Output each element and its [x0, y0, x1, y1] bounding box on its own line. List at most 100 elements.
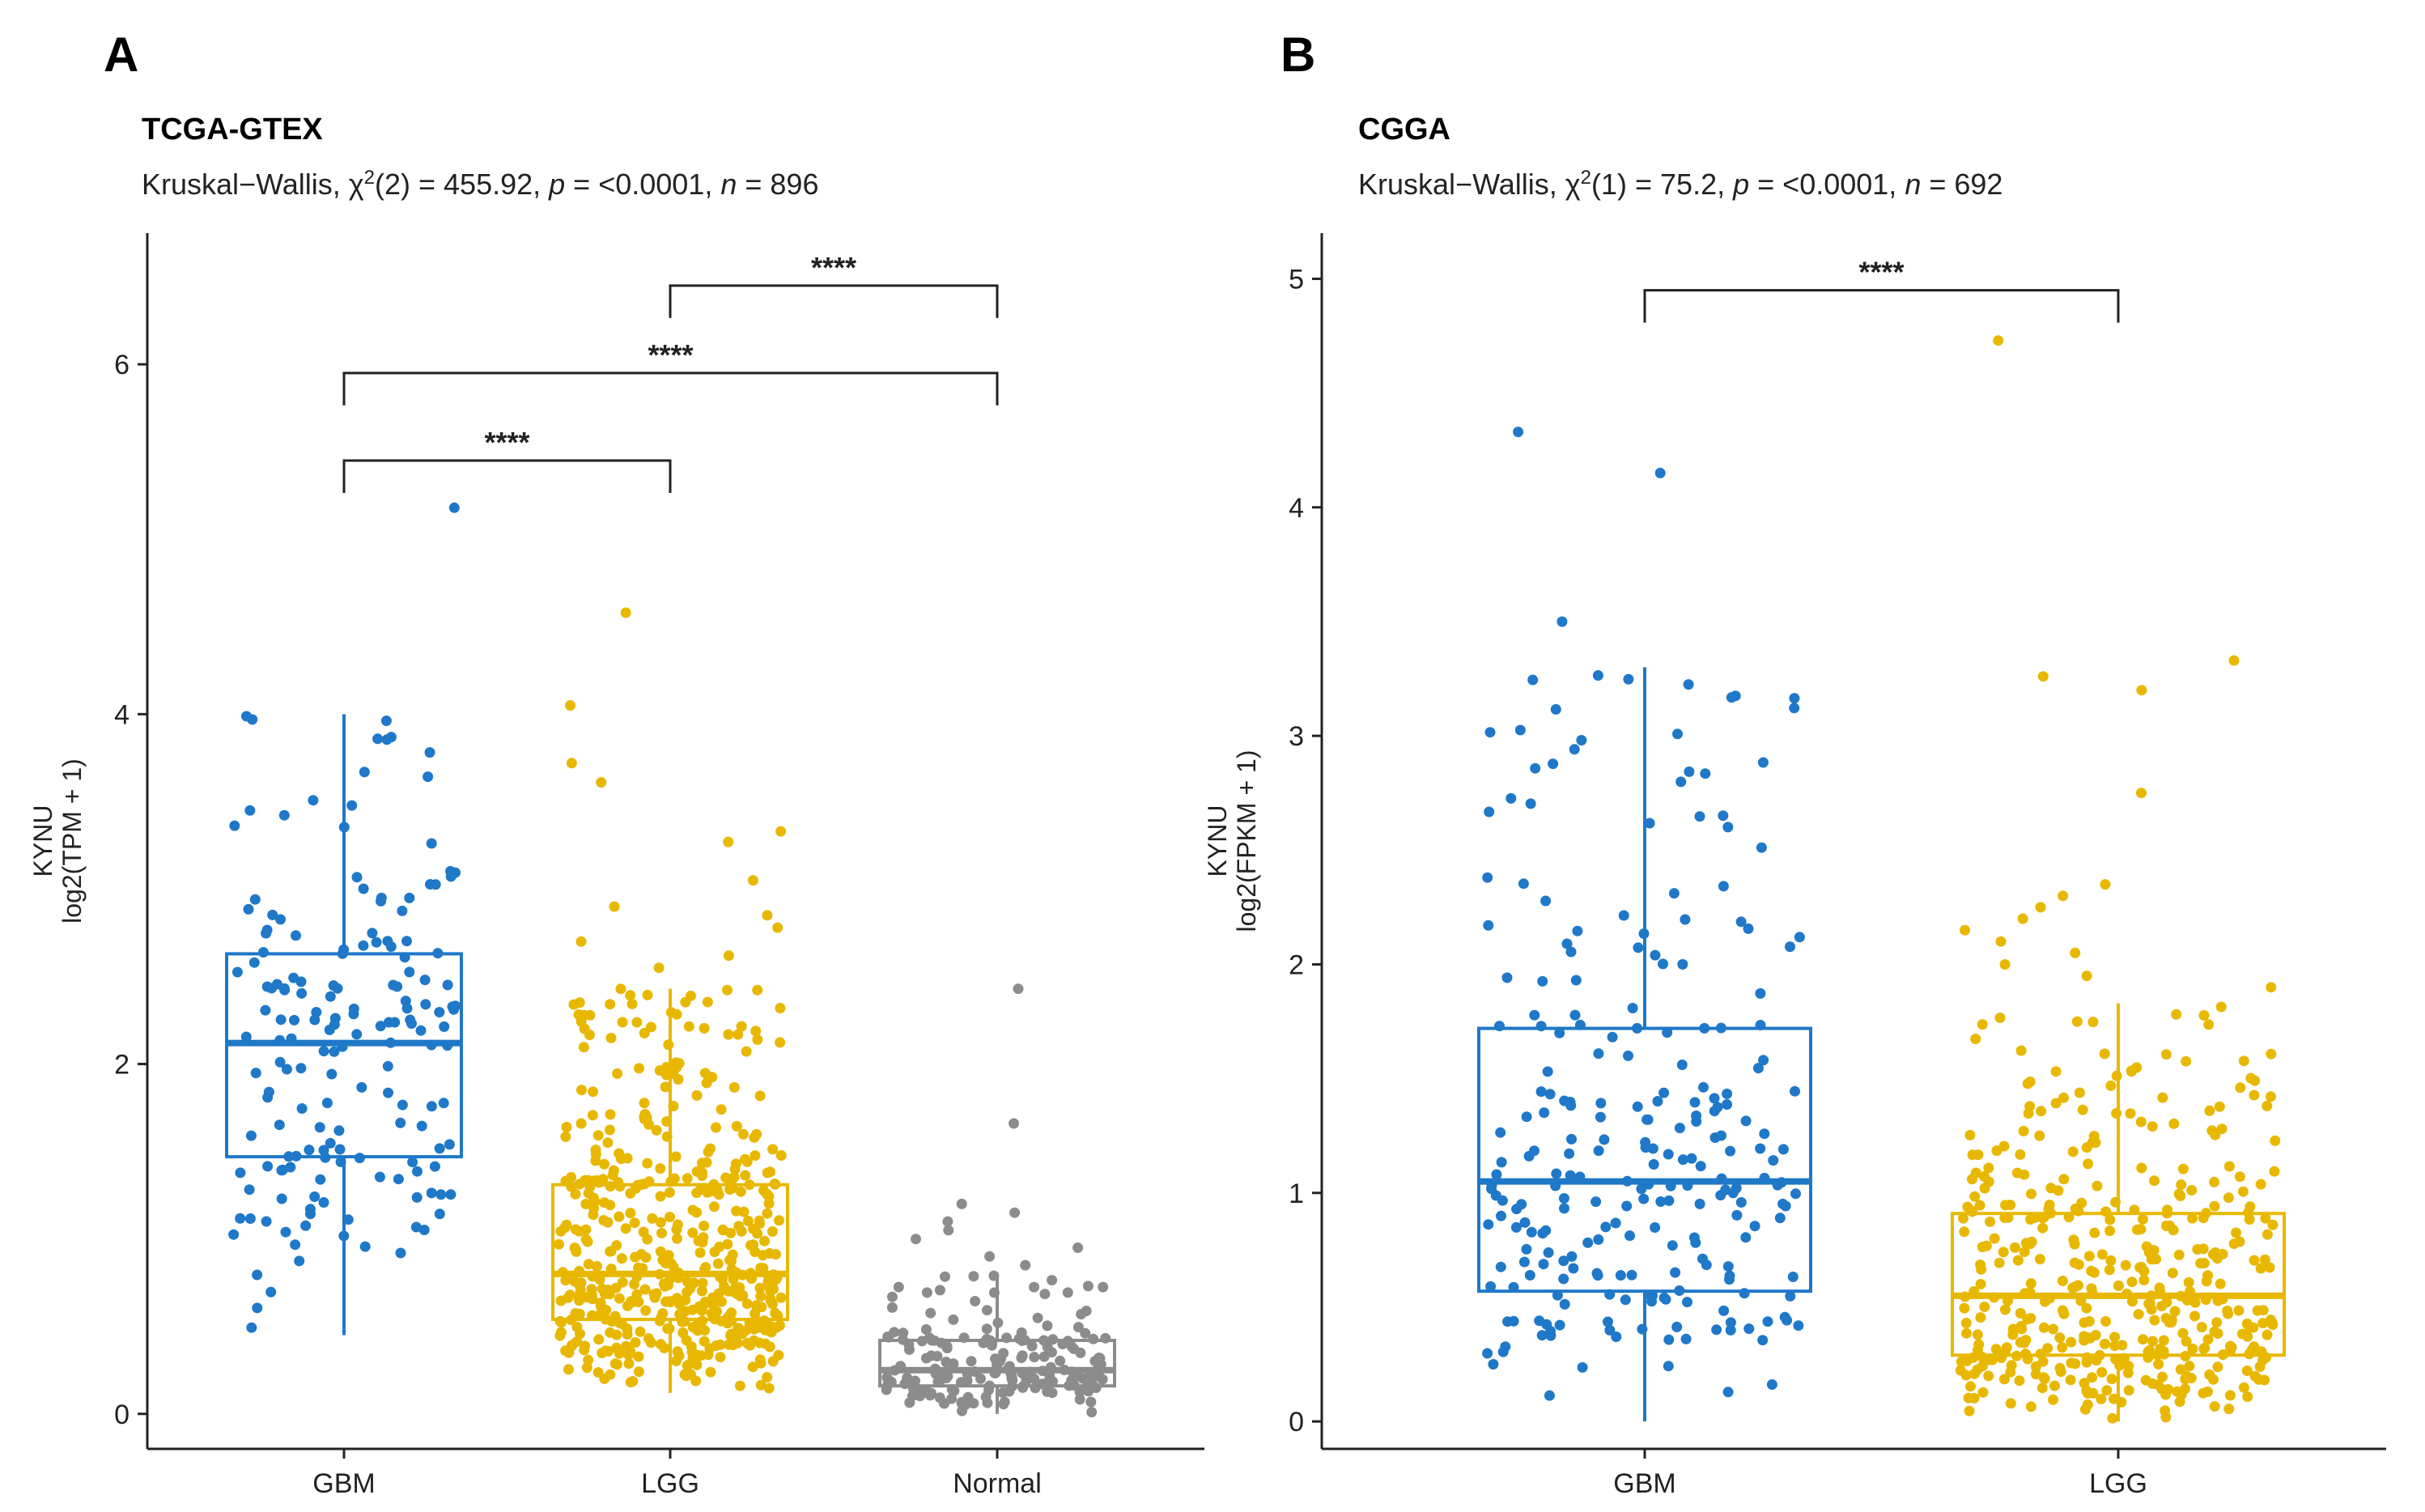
panel-subtitle: Kruskal−Wallis, χ2(2) = 455.92, p = <0.0… — [142, 167, 818, 202]
data-point — [2111, 1107, 2122, 1119]
data-point — [1994, 1257, 2005, 1268]
data-point — [2201, 1276, 2212, 1287]
data-point — [1998, 1247, 2009, 1258]
data-point — [1548, 758, 1559, 770]
data-point — [2186, 1185, 2198, 1196]
data-point — [329, 1046, 340, 1057]
data-point — [2037, 1213, 2049, 1224]
data-point — [2261, 1329, 2273, 1340]
data-point — [278, 809, 290, 821]
data-point — [655, 1191, 666, 1202]
data-point — [734, 1380, 745, 1391]
panel-subtitle: Kruskal−Wallis, χ2(1) = 75.2, p = <0.000… — [1358, 167, 2002, 202]
data-point — [587, 1110, 598, 1121]
data-point — [672, 1219, 683, 1230]
data-point — [2005, 1366, 2016, 1378]
data-point — [2224, 1390, 2236, 1401]
data-point — [722, 984, 733, 996]
data-point — [328, 980, 339, 992]
data-point — [2177, 1327, 2189, 1339]
data-point — [1740, 1115, 1752, 1127]
data-point — [2202, 1386, 2213, 1397]
data-point — [325, 991, 336, 1002]
data-point — [1495, 1127, 1506, 1138]
data-point — [752, 984, 763, 996]
data-point — [1593, 1048, 1604, 1060]
data-point — [1042, 1320, 1053, 1331]
data-point — [423, 771, 434, 783]
data-point — [1535, 1086, 1547, 1098]
data-point — [359, 767, 370, 778]
data-point — [997, 1387, 1009, 1399]
data-point — [592, 1367, 604, 1378]
data-point — [1735, 1197, 1747, 1208]
box-group-lgg — [551, 988, 789, 1393]
data-point — [2136, 685, 2147, 696]
y-tick-label: 4 — [1289, 493, 1304, 524]
data-point — [281, 1064, 292, 1075]
data-point — [346, 800, 358, 811]
data-point — [2140, 1374, 2151, 1386]
data-point — [392, 981, 403, 992]
data-point — [1668, 888, 1680, 899]
data-point — [245, 1130, 257, 1141]
data-point — [2038, 1322, 2049, 1333]
data-point — [580, 1340, 591, 1352]
data-point — [580, 1174, 591, 1186]
data-point — [627, 1376, 639, 1387]
data-point — [426, 1187, 437, 1199]
data-point — [2245, 1201, 2256, 1213]
data-point — [1484, 806, 1495, 818]
data-point — [383, 1087, 393, 1098]
data-point — [2100, 879, 2111, 890]
data-point — [2209, 1326, 2220, 1337]
y-tick-label: 1 — [1289, 1179, 1304, 1209]
data-point — [2202, 1334, 2214, 1345]
data-point — [915, 1391, 926, 1402]
data-point — [2083, 1158, 2094, 1170]
data-point — [1777, 1144, 1789, 1155]
data-point — [1543, 1247, 1554, 1258]
data-point — [742, 1215, 754, 1226]
data-point — [767, 1298, 778, 1310]
data-point — [1725, 1324, 1736, 1336]
data-point — [750, 1150, 761, 1162]
data-point — [561, 1219, 572, 1230]
data-point — [424, 747, 435, 758]
data-point — [1496, 1157, 1507, 1168]
data-point — [640, 1305, 652, 1316]
data-point — [1963, 1392, 1974, 1404]
data-point — [1554, 1027, 1565, 1038]
data-point — [575, 1118, 587, 1129]
data-point — [728, 1081, 740, 1093]
data-point — [295, 1063, 307, 1074]
data-point — [687, 1204, 699, 1216]
data-point — [755, 1290, 767, 1302]
data-point — [1975, 1279, 1986, 1289]
data-point — [2000, 1200, 2011, 1211]
data-point — [560, 1275, 571, 1286]
data-point — [1658, 958, 1668, 970]
data-point — [1677, 958, 1688, 970]
box-iqr — [878, 1339, 1116, 1388]
data-point — [1591, 1268, 1603, 1279]
data-point — [642, 1234, 653, 1245]
data-point — [1062, 1287, 1073, 1298]
data-point — [1735, 916, 1747, 928]
data-point — [2161, 1297, 2172, 1308]
data-point — [626, 998, 638, 1009]
data-point — [1495, 1261, 1506, 1272]
data-point — [410, 1221, 422, 1233]
data-point — [574, 1308, 585, 1319]
data-point — [2058, 1092, 2070, 1103]
data-point — [2214, 1101, 2225, 1112]
data-point — [333, 1125, 345, 1136]
data-point — [633, 1366, 644, 1378]
data-point — [235, 1167, 246, 1179]
data-point — [404, 966, 415, 978]
data-point — [2034, 1254, 2045, 1265]
data-point — [1694, 811, 1705, 822]
data-point — [966, 1356, 977, 1367]
data-point — [886, 1302, 898, 1313]
data-point — [1790, 1188, 1801, 1200]
